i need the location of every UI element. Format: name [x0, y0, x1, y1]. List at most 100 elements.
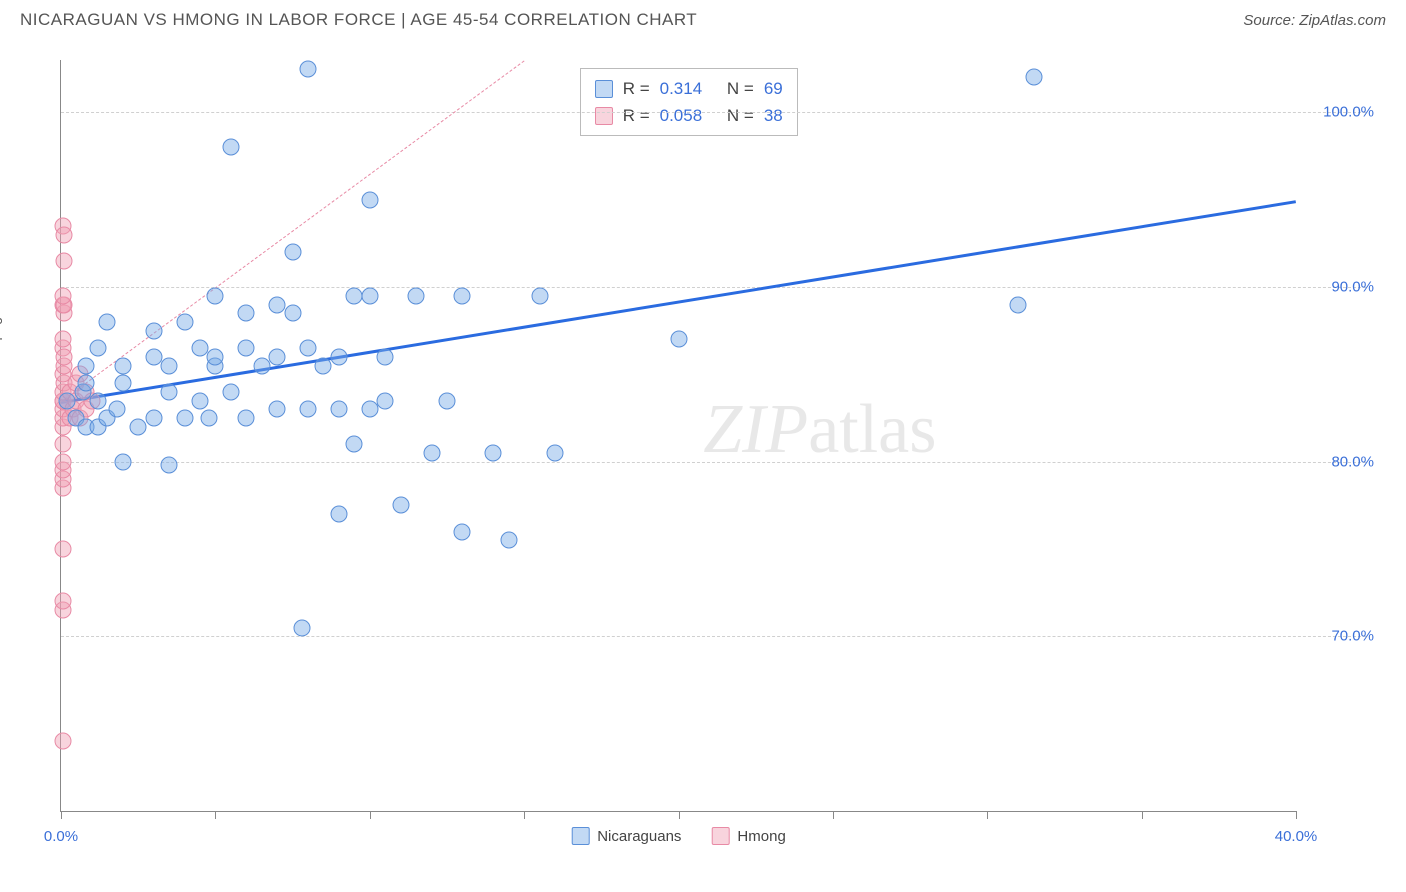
chart-title: NICARAGUAN VS HMONG IN LABOR FORCE | AGE…: [20, 10, 697, 30]
watermark: ZIPatlas: [703, 390, 936, 470]
data-point-hmong: [54, 436, 71, 453]
data-point-nicaraguans: [284, 305, 301, 322]
legend-swatch-a-icon: [571, 827, 589, 845]
data-point-nicaraguans: [361, 287, 378, 304]
data-point-nicaraguans: [130, 418, 147, 435]
stat-n-b: 38: [764, 102, 783, 129]
watermark-prefix: ZIP: [703, 391, 808, 468]
stat-r-a: 0.314: [660, 75, 703, 102]
data-point-nicaraguans: [99, 313, 116, 330]
data-point-nicaraguans: [114, 375, 131, 392]
data-point-nicaraguans: [253, 357, 270, 374]
data-point-nicaraguans: [438, 392, 455, 409]
stat-n-a: 69: [764, 75, 783, 102]
stats-row-b: R = 0.058 N = 38: [595, 102, 783, 129]
data-point-nicaraguans: [531, 287, 548, 304]
y-tick-label: 100.0%: [1304, 104, 1374, 121]
chart-container: In Labor Force | Age 45-54 ZIPatlas R = …: [20, 50, 1386, 872]
data-point-nicaraguans: [161, 457, 178, 474]
data-point-nicaraguans: [191, 340, 208, 357]
gridline: [61, 636, 1366, 637]
data-point-nicaraguans: [176, 313, 193, 330]
data-point-nicaraguans: [547, 444, 564, 461]
data-point-nicaraguans: [108, 401, 125, 418]
data-point-nicaraguans: [77, 375, 94, 392]
data-point-hmong: [54, 331, 71, 348]
x-tick: [679, 811, 680, 819]
data-point-nicaraguans: [269, 401, 286, 418]
x-tick-label: 40.0%: [1275, 828, 1318, 845]
data-point-nicaraguans: [114, 453, 131, 470]
gridline: [61, 287, 1366, 288]
data-point-nicaraguans: [238, 410, 255, 427]
data-point-nicaraguans: [300, 401, 317, 418]
gridline: [61, 112, 1366, 113]
data-point-nicaraguans: [1025, 69, 1042, 86]
data-point-nicaraguans: [408, 287, 425, 304]
x-tick: [987, 811, 988, 819]
gridline: [61, 462, 1366, 463]
x-tick: [61, 811, 62, 819]
data-point-nicaraguans: [485, 444, 502, 461]
data-point-nicaraguans: [145, 410, 162, 427]
data-point-hmong: [54, 541, 71, 558]
data-point-nicaraguans: [330, 348, 347, 365]
data-point-hmong: [54, 453, 71, 470]
data-point-nicaraguans: [454, 523, 471, 540]
data-point-nicaraguans: [145, 348, 162, 365]
data-point-nicaraguans: [361, 191, 378, 208]
data-point-nicaraguans: [377, 348, 394, 365]
legend-item-b: Hmong: [711, 827, 785, 845]
data-point-nicaraguans: [269, 348, 286, 365]
data-point-nicaraguans: [377, 392, 394, 409]
data-point-nicaraguans: [238, 305, 255, 322]
data-point-hmong: [54, 593, 71, 610]
x-tick: [215, 811, 216, 819]
x-tick-label: 0.0%: [44, 828, 78, 845]
data-point-nicaraguans: [330, 401, 347, 418]
data-point-nicaraguans: [269, 296, 286, 313]
x-tick: [1142, 811, 1143, 819]
legend-label-a: Nicaraguans: [597, 828, 681, 845]
swatch-b-icon: [595, 107, 613, 125]
data-point-nicaraguans: [500, 532, 517, 549]
y-tick-label: 70.0%: [1304, 628, 1374, 645]
data-point-nicaraguans: [201, 410, 218, 427]
legend-item-a: Nicaraguans: [571, 827, 681, 845]
stat-n-label: N =: [727, 75, 754, 102]
chart-header: NICARAGUAN VS HMONG IN LABOR FORCE | AGE…: [0, 0, 1406, 30]
y-tick-label: 80.0%: [1304, 453, 1374, 470]
data-point-nicaraguans: [346, 287, 363, 304]
stat-r-b: 0.058: [660, 102, 703, 129]
data-point-nicaraguans: [207, 287, 224, 304]
x-tick: [1296, 811, 1297, 819]
data-point-nicaraguans: [392, 497, 409, 514]
x-tick: [524, 811, 525, 819]
stat-r-label: R =: [623, 102, 650, 129]
data-point-nicaraguans: [207, 348, 224, 365]
legend: Nicaraguans Hmong: [571, 827, 786, 845]
plot-area: ZIPatlas R = 0.314 N = 69 R = 0.058 N = …: [60, 60, 1296, 812]
source-name: ZipAtlas.com: [1299, 12, 1386, 29]
data-point-nicaraguans: [300, 60, 317, 77]
data-point-nicaraguans: [423, 444, 440, 461]
x-tick: [370, 811, 371, 819]
data-point-nicaraguans: [454, 287, 471, 304]
data-point-nicaraguans: [176, 410, 193, 427]
data-point-nicaraguans: [346, 436, 363, 453]
data-point-nicaraguans: [1010, 296, 1027, 313]
data-point-hmong: [54, 287, 71, 304]
data-point-nicaraguans: [114, 357, 131, 374]
y-tick-label: 90.0%: [1304, 279, 1374, 296]
legend-swatch-b-icon: [711, 827, 729, 845]
source-credit: Source: ZipAtlas.com: [1243, 12, 1386, 29]
data-point-nicaraguans: [222, 139, 239, 156]
data-point-nicaraguans: [300, 340, 317, 357]
data-point-hmong: [56, 226, 73, 243]
legend-label-b: Hmong: [737, 828, 785, 845]
trend-line-hmong: [61, 60, 525, 401]
stat-n-label: N =: [727, 102, 754, 129]
data-point-nicaraguans: [222, 383, 239, 400]
stat-r-label: R =: [623, 75, 650, 102]
data-point-nicaraguans: [161, 357, 178, 374]
